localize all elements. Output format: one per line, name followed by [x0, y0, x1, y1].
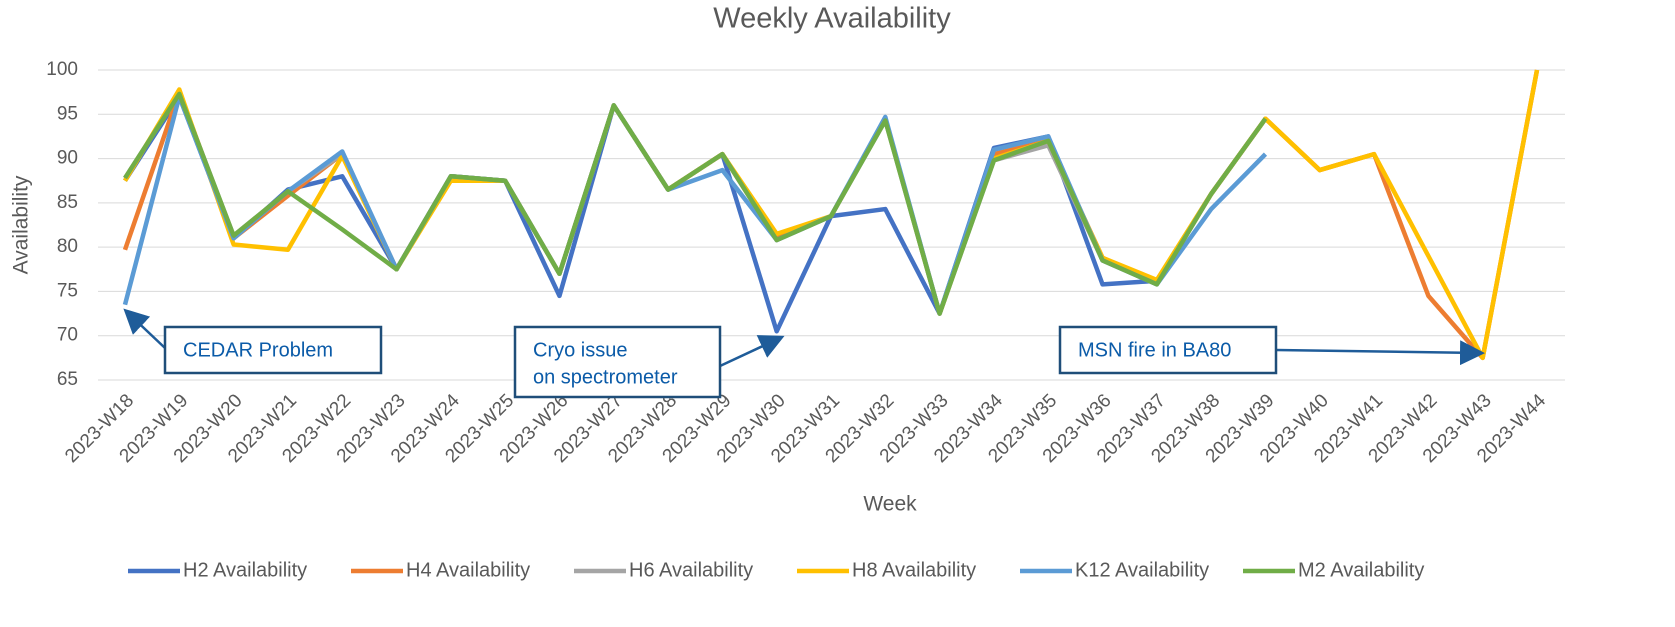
y-tick-label: 75 [57, 280, 78, 301]
legend-label: H8 Availability [852, 559, 976, 581]
legend-label: M2 Availability [1298, 559, 1424, 581]
legend-label: K12 Availability [1075, 559, 1209, 581]
annotation-box [163, 325, 383, 375]
y-tick-label: 85 [57, 192, 78, 213]
y-tick-label: 80 [57, 236, 78, 257]
annotation-arrow [719, 335, 785, 368]
legend-label: H6 Availability [629, 559, 753, 581]
series-line [122, 94, 1268, 316]
annotation-text: CEDAR Problem [183, 339, 333, 361]
x-axis-label: Week [863, 493, 917, 516]
annotation-arrow [1275, 340, 1485, 366]
y-axis-label: Availability [10, 175, 33, 274]
annotation-text: Cryo issue [533, 339, 627, 361]
annotation-text: MSN fire in BA80 [1078, 339, 1231, 361]
y-tick-label: 95 [57, 103, 78, 124]
annotation: CEDAR Problem [123, 308, 383, 375]
legend-label: H2 Availability [183, 559, 307, 581]
legend-label: H4 Availability [406, 559, 530, 581]
annotation: Cryo issue on spectrometer [513, 325, 785, 399]
annotation-arrow [123, 308, 166, 349]
y-tick-label: 90 [57, 148, 78, 169]
y-tick-label: 100 [46, 59, 78, 80]
series-line [123, 94, 1268, 334]
y-tick-label: 70 [57, 325, 78, 346]
annotation-box [1058, 325, 1278, 375]
annotation: MSN fire in BA80 [1058, 325, 1485, 375]
y-tick-label: 65 [57, 369, 78, 390]
annotation-box [513, 325, 722, 399]
series-line [123, 91, 1268, 316]
annotation-text: on spectrometer [533, 366, 678, 388]
series-line [123, 91, 1268, 316]
chart-title: Weekly Availability [713, 3, 951, 35]
